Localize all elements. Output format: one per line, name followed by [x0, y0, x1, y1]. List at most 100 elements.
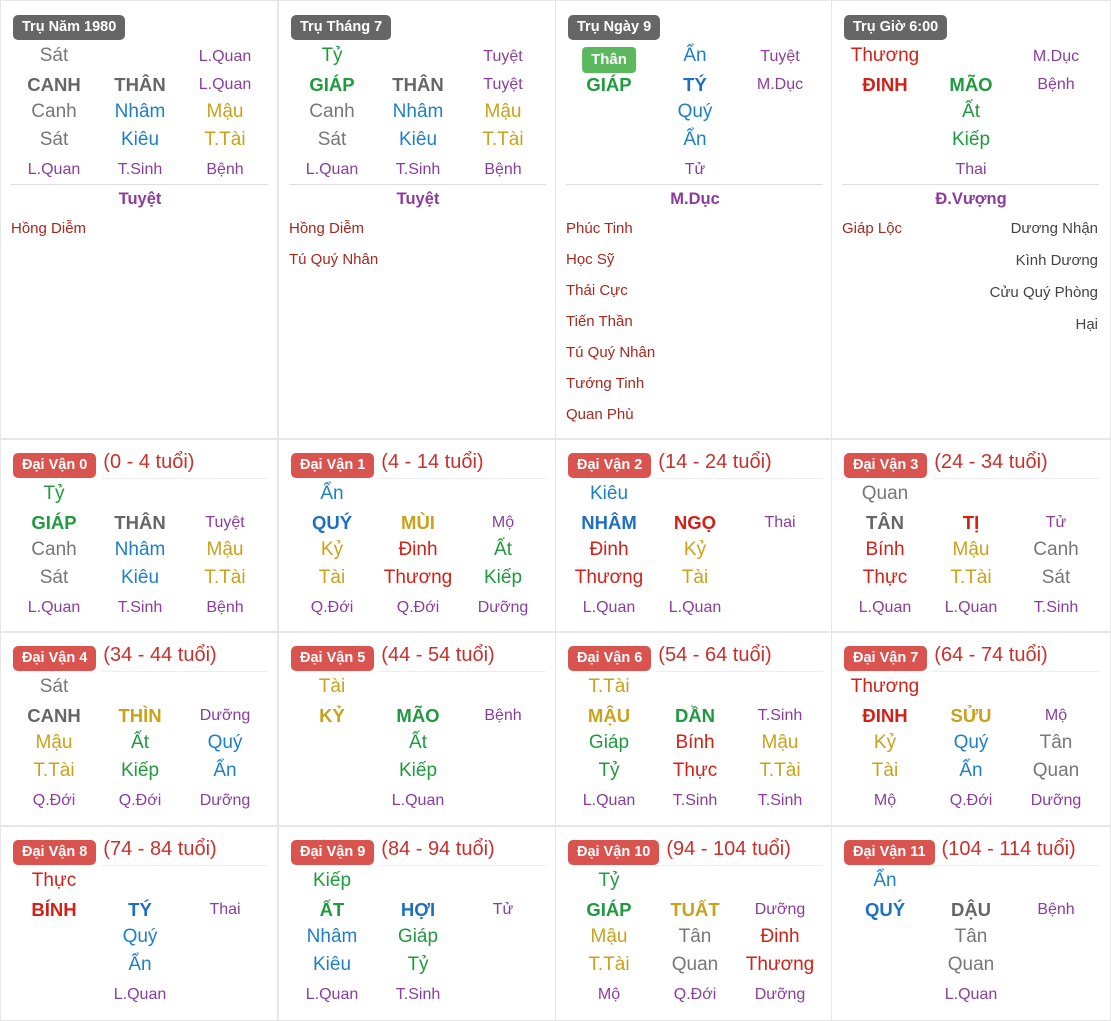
pillar-value: Tỷ — [321, 45, 343, 66]
pillar-value: T.Tài — [482, 129, 524, 150]
pillar-value: T.Sinh — [117, 161, 163, 178]
star-item: Hồng Diễm — [289, 220, 365, 237]
dai-van-badge: Đại Vận 7 — [844, 646, 928, 671]
divider — [101, 865, 268, 866]
dai-van-value: Thai — [209, 901, 241, 918]
dai-van-value: TÝ — [128, 899, 152, 920]
dai-van-value: Ẩn — [959, 760, 983, 781]
divider — [656, 478, 823, 479]
pillar-value: Kiêu — [120, 129, 160, 150]
dai-van-value: L.Quan — [944, 599, 998, 616]
star-item: Kình Dương — [1015, 252, 1098, 269]
pillar-value: CANH — [27, 74, 81, 95]
dai-van-value: Q.Đới — [118, 792, 162, 809]
dai-van-badge: Đại Vận 2 — [568, 453, 652, 478]
star-item: Học Sỹ — [566, 251, 615, 268]
dai-van-value: Bệnh — [206, 599, 244, 616]
dai-van-value: Tỷ — [407, 954, 429, 975]
age-range: (84 - 94 tuổi) — [381, 838, 495, 860]
dai-van-value: Thương — [850, 676, 920, 697]
dai-van-value: Ẩn — [873, 870, 897, 891]
dai-van-value: Tỷ — [43, 483, 65, 504]
dai-van-value: HỢI — [400, 899, 436, 920]
pillar-value: Canh — [31, 101, 77, 122]
dai-van-value: GIÁP — [31, 512, 77, 533]
star-item: Tú Quý Nhân — [289, 251, 379, 268]
age-range: (54 - 64 tuổi) — [658, 644, 772, 666]
divider — [379, 671, 546, 672]
dai-van-card: Đại Vận 11 (104 - 114 tuổi) Ẩn QUÝ DẬU Bệnh Tâ… — [832, 827, 1110, 1020]
dai-van-value: Tài — [681, 567, 709, 588]
dai-van-value: Q.Đới — [673, 986, 717, 1003]
dai-van-value: Mộ — [1044, 707, 1068, 724]
dai-van-value: MÙI — [401, 512, 435, 533]
dai-van-badge: Đại Vận 11 — [844, 840, 935, 865]
dai-van-value: T.Tài — [588, 676, 630, 697]
pillar-value: TÝ — [683, 74, 707, 95]
age-range: (94 - 104 tuổi) — [666, 838, 791, 860]
dai-van-value: Tử — [492, 901, 514, 918]
dai-van-badge: Đại Vận 3 — [844, 453, 928, 478]
divider — [656, 865, 823, 866]
dai-van-value: Giáp — [588, 732, 630, 753]
dai-van-value: Mậu — [952, 539, 990, 560]
dai-van-value: Ẩn — [213, 760, 237, 781]
pillar-badge: Trụ Tháng 7 — [291, 15, 392, 40]
dai-van-value: MẬU — [587, 705, 631, 726]
dai-van-value: ẤT — [319, 899, 345, 920]
dai-van-value: Q.Đới — [32, 792, 76, 809]
dai-van-value: Đinh — [589, 539, 629, 560]
dai-van-value: Ất — [409, 732, 427, 753]
pillar-value: Sát — [39, 45, 69, 66]
divider — [379, 478, 546, 479]
dai-van-value: Q.Đới — [949, 792, 993, 809]
dai-van-value: T.Sinh — [757, 707, 803, 724]
pillar-value: Ất — [962, 101, 980, 122]
dai-van-value: QUÝ — [311, 512, 353, 533]
dai-van-value: KỶ — [319, 705, 345, 726]
dai-van-value: Kiêu — [589, 483, 629, 504]
divider — [101, 478, 268, 479]
pillar-value: L.Quan — [198, 48, 252, 65]
pillar-value: Nhâm — [114, 101, 166, 122]
dai-van-card: Đại Vận 8 (74 - 84 tuổi) Thực BÍNH TÝ Thai Quý… — [1, 827, 277, 1020]
pillar-badge: Trụ Năm 1980 — [13, 15, 126, 40]
dai-van-value: Kỷ — [320, 539, 344, 560]
dai-van-value: Tỷ — [598, 760, 620, 781]
pillar-value: THÂN — [392, 74, 444, 95]
dai-van-value: Dưỡng — [477, 599, 529, 616]
dai-van-value: Kiếp — [398, 760, 438, 781]
dai-van-value: Thực — [672, 760, 718, 781]
star-item: Phúc Tinh — [566, 220, 633, 237]
dai-van-value: MÃO — [396, 705, 440, 726]
pillar-value: Ẩn — [683, 129, 707, 150]
age-range: (34 - 44 tuổi) — [103, 644, 217, 666]
dai-van-value: L.Quan — [582, 792, 636, 809]
dai-van-card: Đại Vận 1 (4 - 14 tuổi) Ẩn QUÝ MÙI Mộ Kỷ Đinh Ất… — [279, 440, 555, 631]
dai-van-value: Ẩn — [128, 954, 152, 975]
star-item: Tú Quý Nhân — [566, 344, 656, 361]
pillar-value: M.Dục — [756, 76, 804, 93]
life-stage: Đ.Vượng — [935, 190, 1007, 208]
dai-van-value: CANH — [27, 705, 81, 726]
dai-van-badge: Đại Vận 1 — [291, 453, 375, 478]
pillar-value: GIÁP — [586, 74, 632, 95]
dai-van-badge: Đại Vận 9 — [291, 840, 375, 865]
pillar-value: L.Quan — [305, 161, 359, 178]
dai-van-value: Sát — [39, 567, 69, 588]
dai-van-value: GIÁP — [586, 899, 632, 920]
pillar-badge: Trụ Giờ 6:00 — [844, 15, 948, 40]
dai-van-card: Đại Vận 4 (34 - 44 tuổi) Sát CANH THÌN Dưỡng M… — [1, 633, 277, 825]
dai-van-value: Quan — [861, 483, 909, 504]
dai-van-value: Thương — [574, 567, 644, 588]
dai-van-value: Bệnh — [484, 707, 522, 724]
dai-van-value: QUÝ — [864, 899, 906, 920]
age-range: (104 - 114 tuổi) — [941, 838, 1076, 860]
dai-van-value: Thực — [862, 567, 908, 588]
dai-van-value: Kiếp — [312, 870, 352, 891]
dai-van-value: Kiếp — [120, 760, 160, 781]
pillar-value: Bệnh — [484, 161, 522, 178]
dai-van-value: Q.Đới — [396, 599, 440, 616]
dai-van-value: Tài — [318, 567, 346, 588]
dai-van-card: Đại Vận 3 (24 - 34 tuổi) Quan TÂN TỊ Tử Bính Mậ… — [832, 440, 1110, 631]
